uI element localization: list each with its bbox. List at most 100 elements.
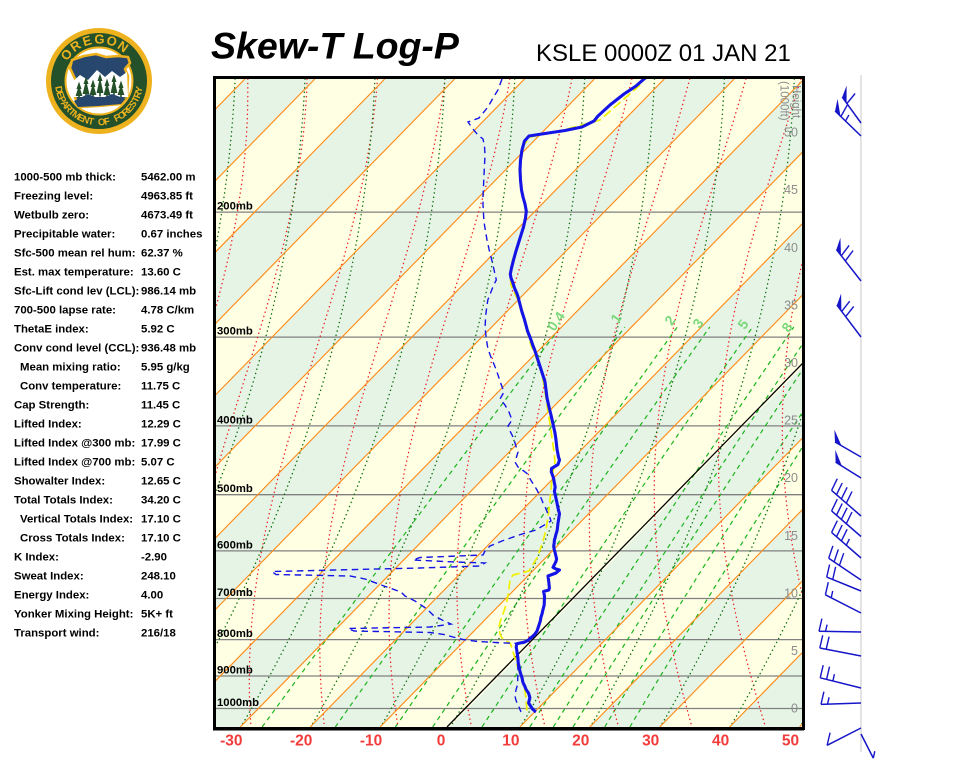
- svg-text:5: 5: [791, 644, 798, 658]
- svg-text:D: D: [52, 85, 64, 94]
- svg-text:900mb: 900mb: [217, 665, 253, 677]
- svg-text:Conv cond level (CCL):: Conv cond level (CCL):: [14, 343, 139, 355]
- svg-text:4963.85 ft: 4963.85 ft: [141, 191, 193, 203]
- svg-text:4673.49 ft: 4673.49 ft: [141, 210, 193, 222]
- svg-text:17.99 C: 17.99 C: [141, 438, 181, 450]
- svg-text:T: T: [87, 116, 95, 128]
- svg-text:936.48 mb: 936.48 mb: [141, 343, 196, 355]
- svg-text:5462.00 m: 5462.00 m: [141, 172, 195, 184]
- svg-text:30: 30: [784, 356, 798, 370]
- svg-text:Cap Strength:: Cap Strength:: [14, 400, 89, 412]
- svg-text:1000-500 mb thick:: 1000-500 mb thick:: [14, 172, 116, 184]
- svg-text:F: F: [103, 116, 111, 128]
- svg-text:0.67 inches: 0.67 inches: [141, 229, 202, 241]
- svg-text:-2.90: -2.90: [141, 552, 167, 564]
- svg-text:11.45 C: 11.45 C: [141, 400, 180, 412]
- svg-text:20: 20: [572, 733, 589, 750]
- svg-text:Mean mixing ratio:: Mean mixing ratio:: [20, 362, 121, 374]
- svg-text:12.65 C: 12.65 C: [141, 476, 181, 488]
- svg-text:Energy Index:: Energy Index:: [14, 590, 89, 602]
- svg-text:N: N: [81, 114, 91, 127]
- svg-text:G: G: [94, 31, 104, 46]
- svg-text:216/18: 216/18: [141, 628, 176, 640]
- svg-text:Precipitable water:: Precipitable water:: [14, 229, 115, 241]
- svg-text:50: 50: [782, 733, 799, 750]
- svg-text:T: T: [66, 106, 78, 118]
- svg-text:ThetaE index:: ThetaE index:: [14, 324, 89, 336]
- svg-text:(1000ft): (1000ft): [778, 81, 790, 121]
- svg-text:800mb: 800mb: [217, 628, 253, 640]
- svg-text:400mb: 400mb: [217, 414, 253, 426]
- svg-text:Lifted Index:: Lifted Index:: [14, 419, 82, 431]
- svg-text:10: 10: [784, 586, 798, 600]
- svg-text:17.10 C: 17.10 C: [141, 533, 181, 545]
- svg-text:Vertical Totals Index:: Vertical Totals Index:: [20, 514, 133, 526]
- svg-text:4.00: 4.00: [141, 590, 163, 602]
- svg-text:15: 15: [784, 529, 798, 543]
- svg-text:E: E: [53, 90, 66, 100]
- svg-text:Freezing level:: Freezing level:: [14, 191, 93, 203]
- svg-text:Showalter Index:: Showalter Index:: [14, 476, 105, 488]
- svg-text:Y: Y: [134, 85, 146, 94]
- svg-text:4.78 C/km: 4.78 C/km: [141, 305, 194, 317]
- svg-text:62.37 %: 62.37 %: [141, 248, 183, 260]
- svg-text:248.10: 248.10: [141, 571, 176, 583]
- svg-text:Total Totals Index:: Total Totals Index:: [14, 495, 113, 507]
- svg-text:Sweat Index:: Sweat Index:: [14, 571, 84, 583]
- svg-text:0: 0: [791, 702, 798, 716]
- svg-text:O: O: [105, 32, 119, 49]
- svg-text:Sfc-Lift cond lev (LCL):: Sfc-Lift cond lev (LCL):: [14, 286, 139, 298]
- svg-text:Transport wind:: Transport wind:: [14, 628, 99, 640]
- svg-text:50: 50: [784, 126, 798, 140]
- svg-text:K Index:: K Index:: [14, 552, 59, 564]
- svg-text:Lifted Index @700 mb:: Lifted Index @700 mb:: [14, 457, 135, 469]
- svg-text:600mb: 600mb: [217, 539, 253, 551]
- svg-text:Cross Totals Index:: Cross Totals Index:: [20, 533, 125, 545]
- svg-text:986.14 mb: 986.14 mb: [141, 286, 196, 298]
- svg-text:Yonker Mixing Height:: Yonker Mixing Height:: [14, 609, 133, 621]
- svg-text:35: 35: [784, 298, 798, 312]
- svg-text:30: 30: [642, 733, 659, 750]
- svg-text:-10: -10: [360, 733, 382, 750]
- svg-text:40: 40: [712, 733, 729, 750]
- svg-text:20: 20: [784, 471, 798, 485]
- svg-text:10: 10: [502, 733, 519, 750]
- svg-text:P: P: [55, 95, 68, 106]
- svg-text:Skew-T Log-P: Skew-T Log-P: [211, 25, 460, 67]
- svg-text:700-500 lapse rate:: 700-500 lapse rate:: [14, 305, 116, 317]
- svg-text:Lifted Index @300 mb:: Lifted Index @300 mb:: [14, 438, 135, 450]
- svg-text:34.20 C: 34.20 C: [141, 495, 181, 507]
- svg-text:5.92 C: 5.92 C: [141, 324, 175, 336]
- svg-text:KSLE 0000Z 01 JAN 21: KSLE 0000Z 01 JAN 21: [536, 40, 791, 67]
- svg-text:Conv temperature:: Conv temperature:: [20, 381, 121, 393]
- svg-text:R: R: [132, 90, 145, 100]
- svg-text:T: T: [130, 95, 143, 105]
- svg-text:17.10 C: 17.10 C: [141, 514, 181, 526]
- svg-text:0: 0: [437, 733, 446, 750]
- svg-text:Sfc-500 mean rel hum:: Sfc-500 mean rel hum:: [14, 248, 136, 260]
- svg-text:Height: Height: [790, 85, 802, 119]
- svg-text:700mb: 700mb: [217, 587, 253, 599]
- svg-text:300mb: 300mb: [217, 326, 253, 338]
- svg-text:25: 25: [784, 414, 798, 428]
- svg-text:13.60 C: 13.60 C: [141, 267, 181, 279]
- svg-text:200mb: 200mb: [217, 201, 253, 213]
- svg-text:5.07 C: 5.07 C: [141, 457, 175, 469]
- svg-text:-20: -20: [290, 733, 312, 750]
- svg-text:-30: -30: [220, 733, 242, 750]
- svg-text:12.29 C: 12.29 C: [141, 419, 181, 431]
- svg-text:Est. max temperature:: Est. max temperature:: [14, 267, 134, 279]
- svg-text:A: A: [58, 99, 71, 111]
- svg-text:5K+ ft: 5K+ ft: [141, 609, 173, 621]
- svg-text:Wetbulb zero:: Wetbulb zero:: [14, 210, 89, 222]
- svg-text:S: S: [127, 98, 140, 110]
- svg-text:40: 40: [784, 241, 798, 255]
- svg-text:O: O: [98, 117, 107, 128]
- svg-text:E: E: [75, 112, 86, 125]
- svg-text:5.95 g/kg: 5.95 g/kg: [141, 362, 190, 374]
- svg-text:1000mb: 1000mb: [217, 697, 259, 709]
- svg-text:F: F: [112, 112, 122, 125]
- svg-text:11.75 C: 11.75 C: [141, 381, 180, 393]
- svg-text:45: 45: [784, 183, 798, 197]
- svg-text:500mb: 500mb: [217, 483, 253, 495]
